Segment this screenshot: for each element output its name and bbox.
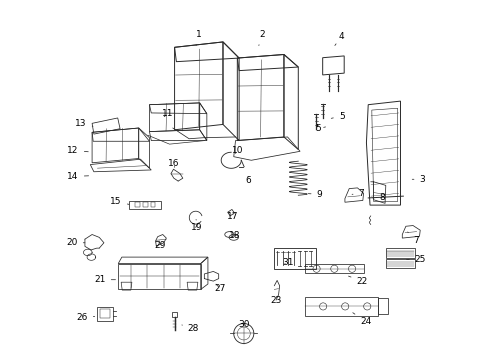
Bar: [273, 248, 316, 269]
Text: 14: 14: [67, 172, 88, 181]
Text: 21: 21: [94, 275, 115, 284]
Text: 4: 4: [334, 32, 344, 45]
Text: 18: 18: [229, 231, 241, 240]
Text: 16: 16: [167, 159, 179, 168]
Text: 19: 19: [191, 220, 203, 232]
Text: 29: 29: [154, 241, 165, 250]
Text: 13: 13: [75, 119, 93, 128]
Text: 26: 26: [76, 313, 95, 322]
Text: 10: 10: [231, 146, 243, 155]
Text: 7: 7: [407, 232, 418, 245]
Text: 23: 23: [270, 296, 281, 305]
Text: 24: 24: [352, 313, 370, 326]
Text: 5: 5: [330, 112, 344, 121]
Text: 8: 8: [372, 193, 385, 202]
Text: 5: 5: [314, 124, 325, 133]
Text: 7: 7: [351, 189, 364, 198]
Text: 20: 20: [66, 238, 85, 247]
Text: 25: 25: [406, 255, 426, 264]
Text: 12: 12: [67, 146, 88, 155]
Text: 27: 27: [214, 284, 225, 293]
Text: 30: 30: [238, 320, 249, 329]
Text: 17: 17: [226, 212, 238, 221]
Text: 28: 28: [182, 324, 199, 333]
Text: 3: 3: [411, 175, 425, 184]
Text: 1: 1: [195, 30, 201, 45]
Text: 11: 11: [162, 109, 174, 118]
Text: 22: 22: [348, 276, 367, 285]
Text: 6: 6: [244, 176, 250, 185]
Text: 2: 2: [258, 30, 264, 45]
Text: 15: 15: [110, 197, 129, 206]
Text: 9: 9: [308, 190, 322, 199]
Text: 31: 31: [282, 258, 293, 267]
